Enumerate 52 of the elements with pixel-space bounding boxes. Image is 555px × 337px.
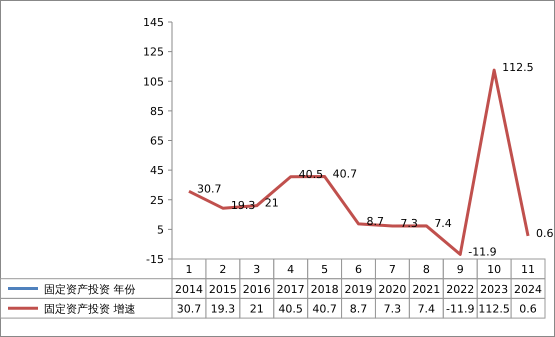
text: 2019 [344, 282, 372, 296]
x-tick-label: 10 [487, 263, 502, 276]
y-tick-label: 85 [150, 104, 164, 118]
x-tick-label: 9 [456, 263, 464, 276]
annotation: 0.6 [536, 226, 554, 240]
text: 2017 [276, 282, 305, 296]
x-tick-label: 2 [219, 263, 226, 276]
text: 2014 [174, 282, 203, 296]
x-tick-label: 1 [185, 263, 192, 276]
text: 2015 [208, 282, 237, 296]
data-label: 8.7 [350, 302, 368, 316]
y-tick-label: 45 [150, 164, 164, 178]
y-tick-label: -15 [146, 253, 164, 266]
data-label: 30.7 [176, 302, 202, 316]
annotation: 40.7 [332, 167, 358, 180]
y-tick-label: 25 [150, 194, 164, 207]
text: 2022 [446, 282, 474, 296]
text: 2021 [412, 282, 440, 296]
annotation: -11.9 [468, 245, 497, 258]
y-tick-label: 145 [143, 16, 164, 29]
annotation: 30.7 [196, 182, 222, 196]
text: 2016 [242, 282, 271, 296]
text: 2020 [378, 282, 406, 296]
data-label: 7.4 [418, 302, 436, 316]
annotation: 7.4 [434, 216, 452, 230]
annotation: 21 [264, 196, 279, 210]
text: 2024 [514, 282, 542, 296]
y-tick-label: 5 [157, 223, 164, 236]
data-label: -11.9 [446, 302, 474, 316]
y-tick-label: 125 [143, 46, 164, 59]
x-tick-label: 5 [321, 263, 328, 276]
text: 2023 [480, 282, 508, 296]
x-tick-label: 8 [422, 263, 430, 276]
data-label: 21 [250, 302, 264, 316]
x-tick-label: 11 [521, 263, 536, 276]
annotation: 19.3 [230, 199, 256, 212]
data-label: 0.6 [519, 302, 537, 316]
x-tick-label: 6 [355, 263, 362, 276]
data-label: 19.3 [210, 302, 236, 316]
y-tick-label: 105 [143, 75, 164, 88]
legend-label: 固定资产投资 年份 [44, 282, 136, 296]
x-tick-label: 7 [388, 263, 396, 276]
x-tick-label: 4 [287, 263, 294, 276]
data-label: 112.5 [478, 302, 510, 316]
data-label: 40.7 [312, 302, 337, 316]
text: 2018 [310, 282, 339, 296]
annotation: 112.5 [502, 61, 534, 74]
data-label: 7.3 [384, 302, 402, 316]
y-tick-label: 65 [150, 134, 164, 148]
legend-label: 固定资产投资 增速 [44, 302, 136, 316]
data-label: 40.5 [278, 302, 303, 316]
x-tick-label: 3 [253, 263, 260, 276]
